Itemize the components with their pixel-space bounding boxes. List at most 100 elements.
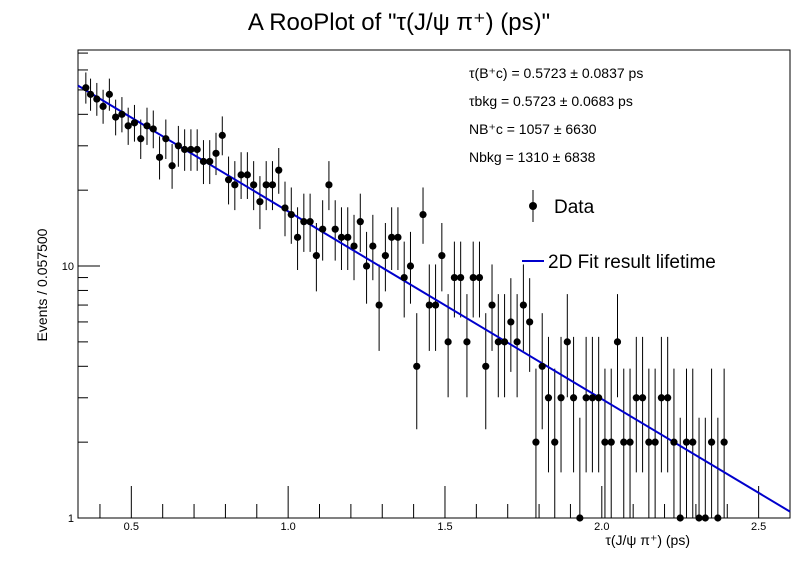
data-point [438, 251, 446, 260]
y-axis-ticks [78, 52, 100, 519]
data-point [664, 394, 672, 402]
data-point [632, 394, 640, 402]
data-point [155, 153, 164, 161]
data-point [199, 157, 208, 166]
fit-annotation-tau-bkg: τbkg = 0.5723 ± 0.0683 ps [469, 93, 633, 109]
data-point [419, 210, 427, 219]
data-point [689, 438, 697, 446]
plot-frame [77, 49, 791, 519]
data-point [319, 225, 327, 233]
data-point [93, 95, 101, 103]
data-point [638, 394, 647, 402]
data-point [300, 218, 308, 226]
data-point [281, 204, 289, 212]
data-point [193, 145, 201, 154]
data-point [494, 338, 502, 346]
data-point [588, 394, 596, 402]
data-point [682, 438, 691, 446]
x-tick-label: 1.5 [437, 521, 452, 533]
data-point [187, 145, 195, 154]
x-tick-label: 2.5 [751, 521, 766, 533]
data-point [657, 394, 666, 402]
data-point [149, 125, 157, 133]
data-point [168, 162, 176, 170]
data-point [287, 210, 295, 219]
data-point [293, 233, 302, 241]
data-point [569, 394, 578, 402]
data-point [469, 273, 477, 282]
data-point [607, 438, 615, 446]
data-point [337, 233, 346, 241]
legend: Data 2D Fit result lifetime [522, 190, 716, 273]
data-point [507, 318, 515, 326]
data-point [231, 181, 239, 189]
data-point [369, 242, 377, 250]
data-point [388, 233, 396, 241]
data-point [381, 251, 389, 260]
data-point [181, 145, 189, 154]
data-point [488, 301, 496, 309]
data-point [105, 90, 113, 98]
data-point [312, 251, 320, 260]
fit-annotation-tau-bc: τ(B⁺c) = 0.5723 ± 0.0837 ps [469, 65, 643, 81]
data-point [551, 438, 559, 446]
data-point [275, 166, 283, 174]
x-tick-label: 1.0 [281, 521, 296, 533]
data-point [112, 113, 120, 121]
x-axis-label: τ(J/ψ π⁺) (ps) [605, 532, 690, 548]
data-point [695, 514, 703, 522]
fit-annotation-n-bkg: Nbkg = 1310 ± 6838 [469, 149, 596, 165]
data-point [576, 514, 584, 522]
data-point [613, 338, 622, 346]
data-point [544, 394, 553, 402]
y-axis-tick-labels: 1 10 [62, 261, 74, 525]
data-point [99, 102, 107, 111]
data-point [137, 135, 145, 143]
data-point [538, 362, 546, 370]
data-point [206, 157, 214, 166]
data-point [224, 176, 233, 184]
data-point [701, 514, 709, 522]
data-point [563, 338, 571, 346]
data-point [450, 273, 458, 282]
legend-fit-label: 2D Fit result lifetime [548, 252, 716, 273]
data-point [256, 198, 264, 206]
data-point [268, 181, 277, 189]
data-error-bars [85, 72, 725, 518]
data-point [143, 122, 151, 130]
data-point [124, 122, 132, 130]
data-point [557, 394, 565, 402]
fit-results-box: τ(B⁺c) = 0.5723 ± 0.0837 ps τbkg = 0.572… [469, 65, 643, 165]
data-point [82, 84, 90, 92]
data-point [720, 438, 728, 446]
data-point [500, 338, 509, 346]
data-point [526, 318, 534, 326]
data-point [130, 119, 139, 127]
data-point [394, 233, 402, 241]
data-point [413, 362, 421, 370]
data-point [306, 218, 314, 226]
data-point [513, 338, 521, 346]
data-point [714, 514, 722, 522]
data-points [82, 84, 728, 522]
data-point [532, 438, 540, 446]
data-point [218, 131, 226, 139]
data-point [243, 171, 251, 179]
data-point [262, 181, 270, 189]
data-point [519, 301, 527, 309]
x-axis-tick-labels: 0.5 1.0 1.5 2.0 2.5 [124, 521, 767, 533]
x-axis-ticks [99, 486, 791, 518]
data-point [356, 218, 364, 226]
data-point [475, 273, 484, 282]
y-axis-label: Events / 0.057500 [34, 228, 50, 341]
data-point [595, 394, 603, 402]
data-point [457, 273, 465, 282]
x-tick-label: 0.5 [124, 521, 139, 533]
data-point [375, 301, 383, 309]
data-point [325, 181, 333, 189]
data-point [362, 262, 371, 270]
data-point [344, 233, 352, 241]
legend-data-label: Data [554, 197, 595, 218]
data-point [463, 338, 471, 346]
